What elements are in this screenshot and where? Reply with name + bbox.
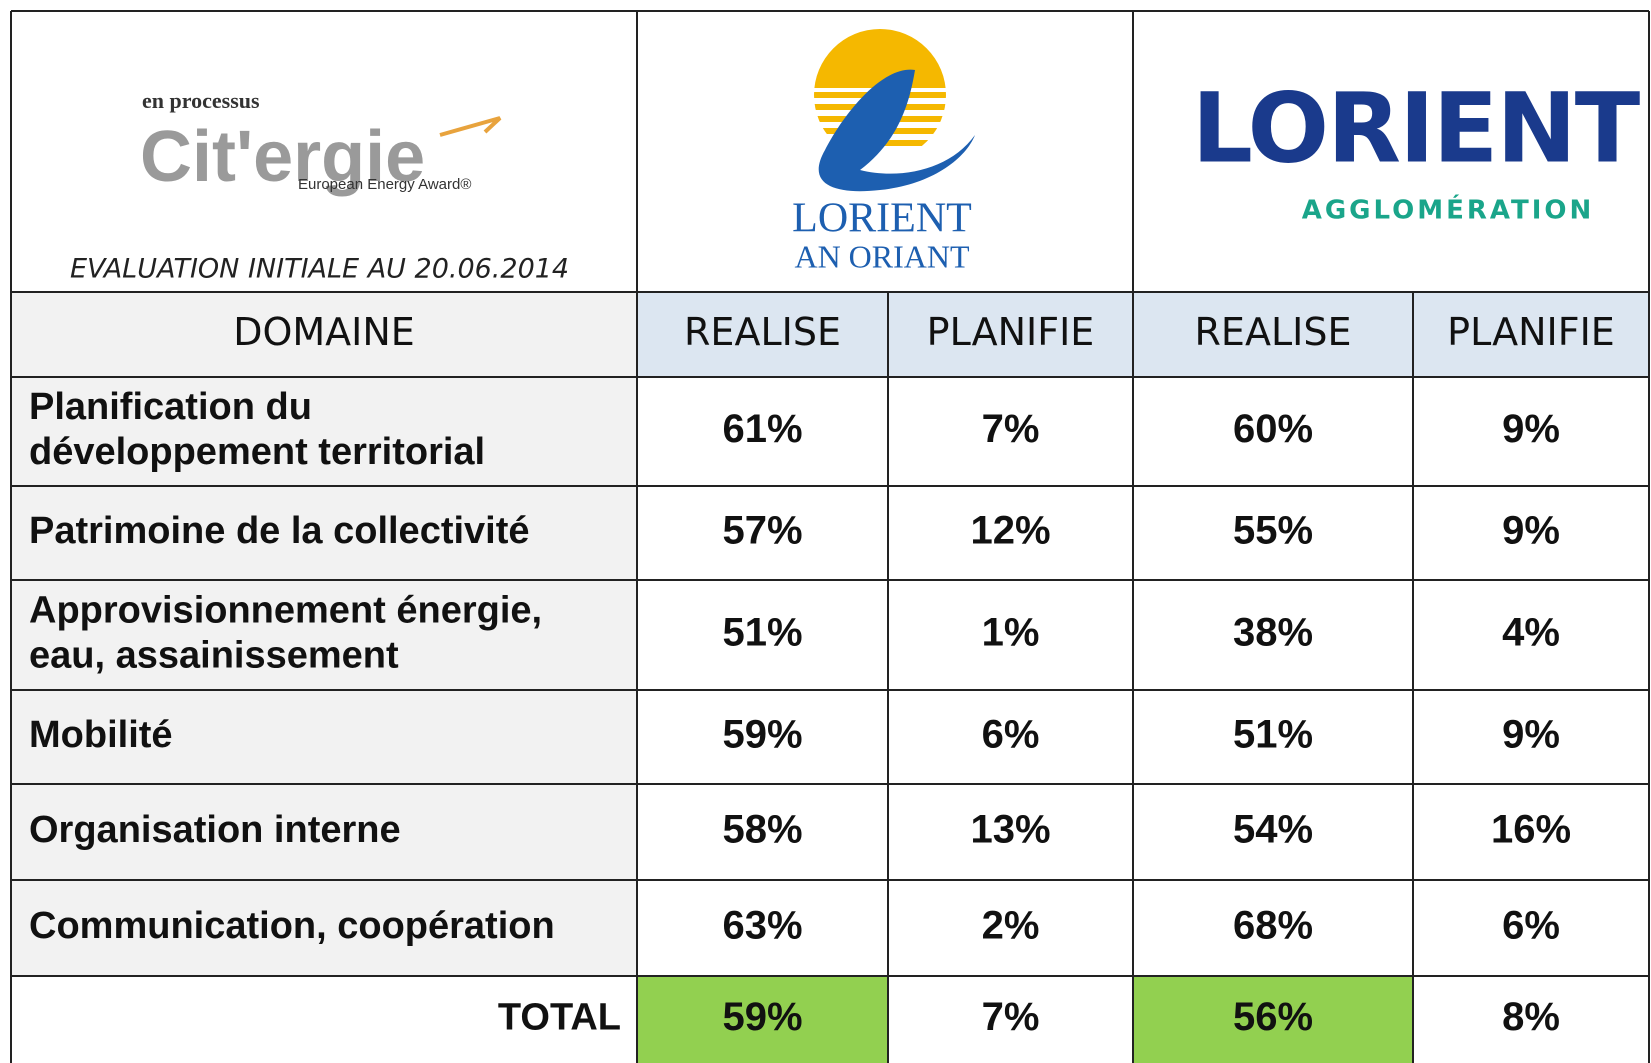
header-bg: [1133, 292, 1413, 377]
domain-bg: [11, 486, 637, 580]
column-header: PLANIFIE: [927, 310, 1095, 354]
cell-value: 9%: [1502, 407, 1560, 451]
domain-bg: [11, 690, 637, 784]
ville-subtitle: AN ORIANT: [794, 238, 970, 274]
cell-value: 7%: [982, 407, 1040, 451]
cell-value: 51%: [1233, 713, 1313, 757]
cell-value: 63%: [722, 904, 802, 948]
domain-label: Mobilité: [29, 714, 173, 756]
total-label: TOTAL: [498, 997, 621, 1039]
logo-name: Cit'ergie: [140, 117, 425, 197]
domain-label: Communication, coopération: [29, 905, 555, 947]
ville-name: LORIENT: [792, 196, 972, 242]
column-header: DOMAINE: [233, 310, 415, 354]
header-bg: [1413, 292, 1649, 377]
cell-value: 68%: [1233, 904, 1313, 948]
total-value: 59%: [722, 995, 802, 1039]
citergie-logo: en processus Cit'ergie European Energy A…: [70, 88, 569, 284]
header-bg: [11, 292, 637, 377]
evaluation-date: EVALUATION INITIALE AU 20.06.2014: [70, 254, 569, 285]
domain-label: eau, assainissement: [29, 635, 399, 677]
logo-prefix: en processus: [142, 88, 260, 113]
agglo-logo: LORIENT AGGLOMÉRATION: [1192, 72, 1642, 226]
header-bg: [637, 292, 888, 377]
domain-label: Planification du: [29, 386, 312, 428]
total-value: 8%: [1502, 995, 1560, 1039]
logo-tagline: European Energy Award®: [298, 176, 471, 193]
domain-bg: [11, 784, 637, 880]
domain-bg: [11, 377, 637, 486]
logo-arrow: [439, 116, 502, 137]
cell-value: 38%: [1233, 611, 1313, 655]
cell-value: 1%: [982, 611, 1040, 655]
cell-value: 58%: [722, 808, 802, 852]
cell-value: 57%: [722, 509, 802, 553]
total-highlight: [1133, 976, 1413, 1063]
cell-value: 9%: [1502, 713, 1560, 757]
cell-value: 6%: [982, 713, 1040, 757]
cell-value: 54%: [1233, 808, 1313, 852]
domain-label: Approvisionnement énergie,: [29, 590, 542, 632]
cell-value: 59%: [722, 713, 802, 757]
column-header: REALISE: [1195, 310, 1352, 354]
cell-value: 13%: [970, 808, 1050, 852]
column-header: REALISE: [684, 310, 841, 354]
cell-value: 60%: [1233, 407, 1313, 451]
domain-label: Patrimoine de la collectivité: [29, 510, 530, 552]
agglo-subtitle: AGGLOMÉRATION: [1302, 194, 1595, 226]
cell-value: 2%: [982, 904, 1040, 948]
cell-value: 9%: [1502, 509, 1560, 553]
header-bg: [888, 292, 1133, 377]
cell-value: 4%: [1502, 611, 1560, 655]
cell-value: 16%: [1491, 808, 1571, 852]
cell-value: 61%: [722, 407, 802, 451]
cell-value: 55%: [1233, 509, 1313, 553]
domain-bg: [11, 880, 637, 976]
total-value: 7%: [982, 995, 1040, 1039]
domain-label: Organisation interne: [29, 809, 401, 851]
agglo-name: LORIENT: [1192, 72, 1640, 184]
total-highlight: [637, 976, 888, 1063]
cell-value: 6%: [1502, 904, 1560, 948]
total-value: 56%: [1233, 995, 1313, 1039]
domain-bg: [11, 580, 637, 690]
cell-value: 51%: [722, 611, 802, 655]
column-header: PLANIFIE: [1447, 310, 1615, 354]
cell-value: 12%: [970, 509, 1050, 553]
ville-logo: LORIENT AN ORIANT: [792, 29, 975, 274]
table: DOMAINE REALISE PLANIFIE REALISE PLANIFIE Pla…: [10, 10, 1650, 1063]
domain-label: développement territorial: [29, 431, 485, 473]
